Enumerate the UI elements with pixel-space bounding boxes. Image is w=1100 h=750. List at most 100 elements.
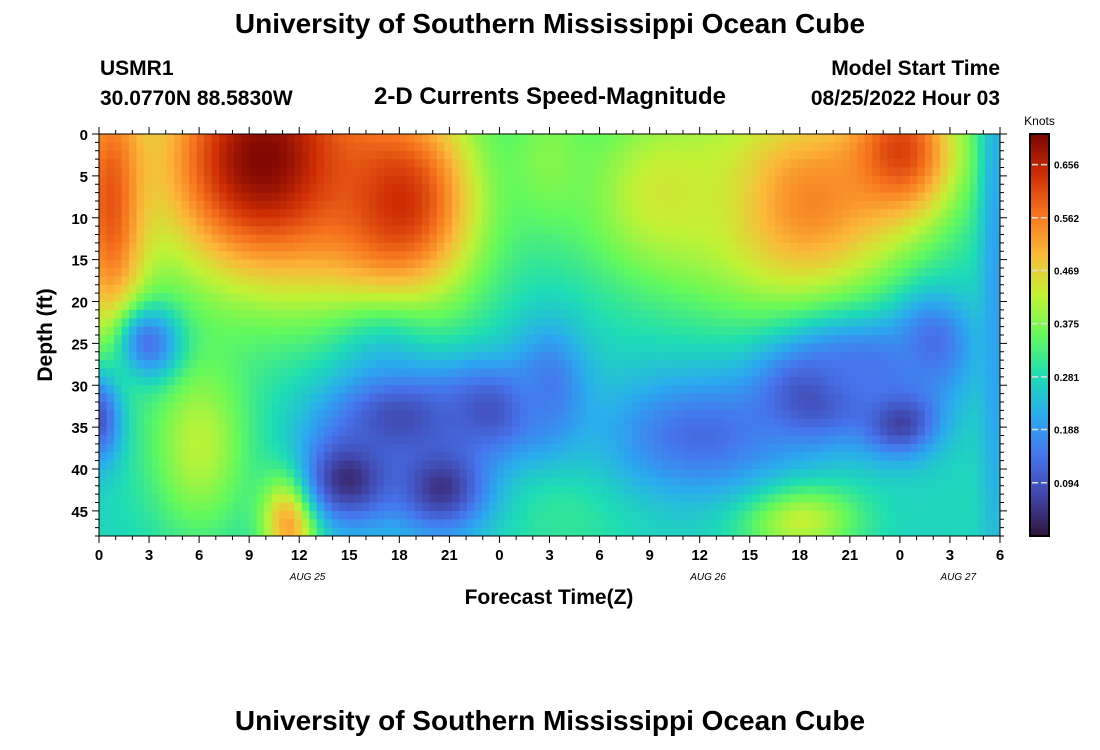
heatmap-cell <box>399 150 408 160</box>
heatmap-cell <box>714 309 723 319</box>
heatmap-cell <box>617 527 626 536</box>
heatmap-cell <box>331 393 340 403</box>
heatmap-cell <box>789 393 798 403</box>
heatmap-cell <box>399 527 408 536</box>
heatmap-cell <box>767 192 776 202</box>
heatmap-cell <box>189 192 198 202</box>
heatmap-cell <box>144 494 153 504</box>
heatmap-cell <box>737 452 746 462</box>
heatmap-cell <box>429 201 438 210</box>
heatmap-cell <box>519 201 528 210</box>
heatmap-cell <box>279 251 288 261</box>
heatmap-cell <box>481 393 491 403</box>
heatmap-cell <box>707 519 716 529</box>
heatmap-cell <box>797 301 806 311</box>
heatmap-cell <box>466 192 476 202</box>
heatmap-cell <box>549 234 558 244</box>
heatmap-cell <box>587 343 596 353</box>
heatmap-cell <box>339 376 348 386</box>
heatmap-cell <box>309 427 318 437</box>
heatmap-cell <box>872 443 881 453</box>
heatmap-cell <box>159 268 168 277</box>
heatmap-cell <box>474 268 483 277</box>
heatmap-cell <box>99 435 108 445</box>
heatmap-cell <box>789 276 798 286</box>
heatmap-cell <box>737 410 746 420</box>
heatmap-cell <box>804 184 813 194</box>
heatmap-cell <box>737 301 746 311</box>
heatmap-cell <box>662 284 671 294</box>
heatmap-cell <box>264 309 273 319</box>
heatmap-cell <box>594 502 603 512</box>
heatmap-cell <box>481 368 491 378</box>
heatmap-cell <box>707 201 716 210</box>
heatmap-cell <box>767 376 776 386</box>
heatmap-cell <box>136 159 145 169</box>
heatmap-cell <box>241 184 250 194</box>
heatmap-cell <box>707 427 716 437</box>
heatmap-cell <box>339 150 348 160</box>
heatmap-cell <box>264 494 273 504</box>
heatmap-cell <box>804 150 813 160</box>
heatmap-cell <box>324 435 333 445</box>
heatmap-cell <box>609 452 618 462</box>
heatmap-cell <box>459 452 468 462</box>
heatmap-cell <box>331 519 340 529</box>
heatmap-cell <box>729 309 738 319</box>
heatmap-cell <box>797 175 806 185</box>
heatmap-cell <box>511 343 521 353</box>
heatmap-cell <box>684 469 693 478</box>
heatmap-cell <box>211 418 220 428</box>
heatmap-cell <box>339 435 348 445</box>
heatmap-cell <box>842 242 851 252</box>
heatmap-cell <box>151 335 160 344</box>
heatmap-cell <box>549 167 558 177</box>
heatmap-cell <box>181 519 190 529</box>
heatmap-cell <box>609 477 618 487</box>
heatmap-cell <box>827 418 836 428</box>
heatmap-cell <box>114 343 123 353</box>
heatmap-cell <box>782 242 791 252</box>
heatmap-cell <box>159 460 168 470</box>
heatmap-cell <box>136 184 145 194</box>
heatmap-cell <box>722 175 731 185</box>
heatmap-cell <box>632 159 641 169</box>
heatmap-cell <box>219 494 228 504</box>
heatmap-cell <box>331 167 340 177</box>
heatmap-cell <box>466 376 476 386</box>
heatmap-cell <box>211 435 220 445</box>
heatmap-cell <box>774 268 783 277</box>
heatmap-cell <box>722 301 731 311</box>
heatmap-cell <box>256 519 265 529</box>
heatmap-cell <box>669 318 678 328</box>
heatmap-cell <box>151 192 160 202</box>
heatmap-cell <box>827 284 836 294</box>
heatmap-cell <box>151 226 160 236</box>
heatmap-cell <box>301 192 310 202</box>
heatmap-cell <box>331 175 340 185</box>
heatmap-cell <box>684 142 693 152</box>
heatmap-cell <box>489 418 498 428</box>
heatmap-cell <box>669 343 678 353</box>
heatmap-cell <box>729 477 738 487</box>
heatmap-cell <box>489 318 498 328</box>
heatmap-cell <box>144 326 153 336</box>
heatmap-cell <box>444 527 453 536</box>
heatmap-cell <box>797 251 806 261</box>
heatmap-cell <box>309 460 318 470</box>
heatmap-cell <box>677 201 686 210</box>
heatmap-cell <box>211 485 220 495</box>
heatmap-cell <box>129 494 138 504</box>
heatmap-cell <box>159 309 168 319</box>
heatmap-cell <box>594 301 603 311</box>
heatmap-cell <box>451 201 460 210</box>
heatmap-cell <box>294 477 303 487</box>
heatmap-cell <box>549 343 558 353</box>
heatmap-cell <box>226 293 235 303</box>
heatmap-cell <box>564 519 573 529</box>
heatmap-cell <box>301 142 310 152</box>
heatmap-cell <box>496 452 506 462</box>
heatmap-cell <box>459 242 468 252</box>
heatmap-cell <box>632 385 641 395</box>
heatmap-cell <box>526 134 536 143</box>
